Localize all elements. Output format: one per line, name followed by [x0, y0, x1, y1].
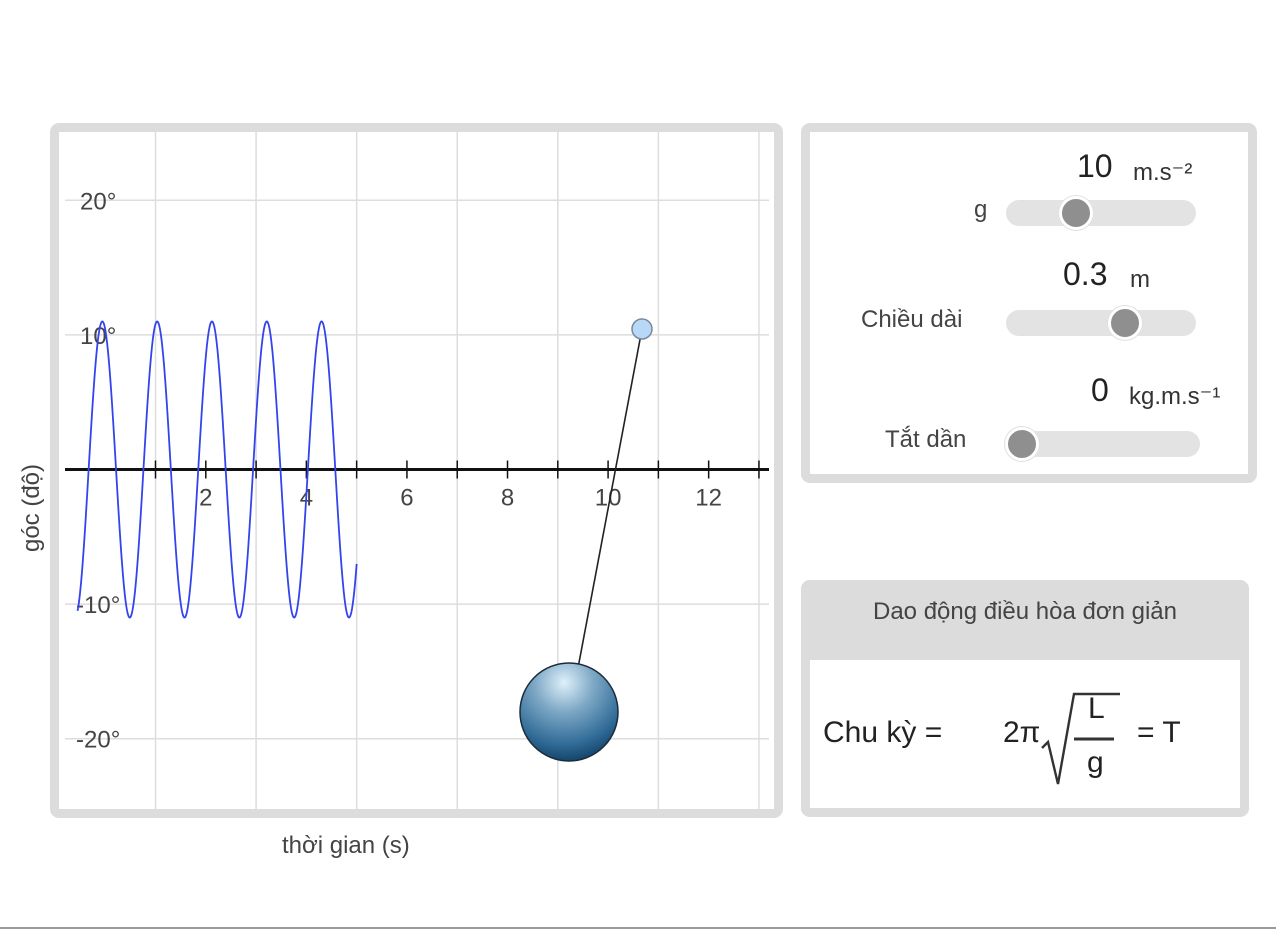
- length-label: Chiều dài: [861, 306, 963, 333]
- length-slider-knob[interactable]: [1108, 306, 1142, 340]
- length-slider[interactable]: [1006, 306, 1196, 340]
- length-value: 0.3: [1063, 256, 1108, 292]
- damping-slider-knob[interactable]: [1005, 427, 1039, 461]
- pendulum[interactable]: [519, 318, 653, 762]
- formula-numerator: L: [1088, 692, 1105, 725]
- pendulum-bob[interactable]: [519, 662, 619, 762]
- damping-value: 0: [1091, 372, 1109, 408]
- x-axis-label: thời gian (s): [282, 832, 410, 859]
- series: [76, 320, 358, 619]
- damping-unit: kg.m.s⁻¹: [1129, 383, 1221, 410]
- y-tick-label: 20°: [80, 188, 116, 215]
- pendulum-pivot[interactable]: [631, 318, 653, 340]
- period-label: Chu kỳ =: [823, 716, 943, 749]
- x-tick-label: 8: [501, 485, 514, 512]
- info-panel: Dao động điều hòa đơn giản Chu kỳ = 2π L…: [801, 580, 1249, 817]
- bottom-divider: [0, 927, 1276, 929]
- sqrt-sign-icon: [1041, 692, 1120, 785]
- gravity-label: g: [974, 196, 988, 223]
- gravity-unit: m.s⁻²: [1133, 159, 1193, 186]
- angle-time-chart: 2 4 6 8 10 12-20°-10°10°20°: [65, 128, 769, 816]
- angle-series-line: [76, 320, 358, 619]
- y-tick-label: -20°: [76, 727, 120, 754]
- damping-label: Tắt dần: [885, 426, 967, 453]
- x-axis: [65, 460, 769, 479]
- y-tick-label: -10°: [76, 592, 120, 619]
- damping-slider[interactable]: [1005, 427, 1200, 461]
- info-title: Dao động điều hòa đơn giản: [801, 580, 1249, 660]
- two-pi: 2π: [1003, 716, 1041, 749]
- x-tick-label: 12: [695, 485, 722, 512]
- controls-panel: 10 m.s⁻² g 0.3 m Chiều dài 0 kg.m.s⁻¹ Tắ…: [801, 123, 1257, 483]
- formula-result: = T: [1137, 716, 1181, 749]
- gravity-value: 10: [1077, 148, 1113, 184]
- gravity-slider[interactable]: [1006, 196, 1196, 230]
- gravity-slider-knob[interactable]: [1059, 196, 1093, 230]
- tick-labels: 2 4 6 8 10 12-20°-10°10°20°: [76, 188, 722, 753]
- graph-panel: 2 4 6 8 10 12 -20° -10° 10° 20°: [50, 123, 783, 818]
- pendulum-string: [577, 328, 643, 669]
- length-unit: m: [1130, 266, 1150, 293]
- y-axis-label: góc (độ): [18, 463, 45, 553]
- x-tick-label: 2: [199, 485, 212, 512]
- x-tick-label: 6: [400, 485, 413, 512]
- formula-denominator: g: [1087, 746, 1104, 779]
